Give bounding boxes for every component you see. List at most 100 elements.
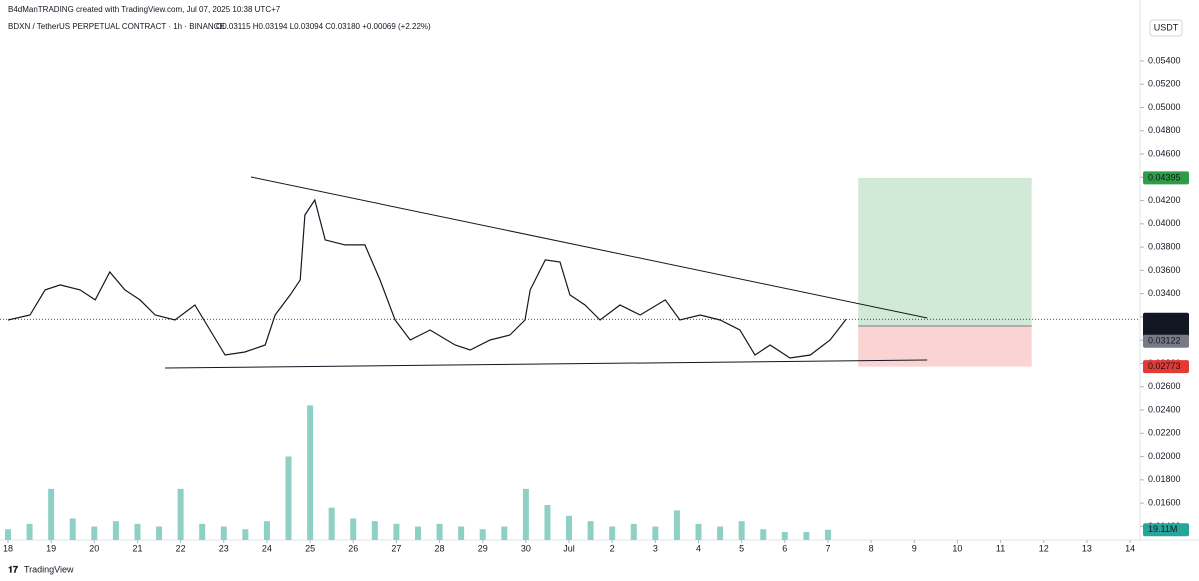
x-tick-label: 24 <box>262 543 272 553</box>
volume-bar <box>501 526 508 540</box>
x-tick-label: 4 <box>696 543 701 553</box>
x-tick-label: 9 <box>912 543 917 553</box>
volume-bar <box>587 521 594 540</box>
logo-mark: 𝟏𝟕 <box>8 564 18 574</box>
volume-bar <box>220 526 227 540</box>
volume-bar <box>112 521 119 540</box>
x-tick-label: 10 <box>952 543 962 553</box>
y-tick-label: 0.03400 <box>1148 288 1181 298</box>
volume-bar <box>566 515 573 540</box>
loss-zone <box>858 326 1032 367</box>
countdown: 21:42 <box>1148 324 1171 334</box>
volume-bar <box>630 523 637 540</box>
volume-bar <box>414 526 421 540</box>
volume-bar <box>695 523 702 540</box>
y-tick-label: 0.02000 <box>1148 451 1181 461</box>
x-tick-label: 8 <box>869 543 874 553</box>
entry-tag: 0.03122 <box>1148 336 1181 346</box>
volume-bar <box>522 488 529 540</box>
volume-bar <box>609 526 616 540</box>
stop-tag-bg <box>1143 360 1189 374</box>
target-tag-bg <box>1143 171 1189 185</box>
volume-bar <box>134 523 141 540</box>
volume-bar <box>760 529 767 540</box>
y-tick-label: 0.03800 <box>1148 241 1181 251</box>
x-tick-label: 28 <box>435 543 445 553</box>
x-tick-label: 5 <box>739 543 744 553</box>
volume-bar <box>393 523 400 540</box>
volume-bar <box>717 526 724 540</box>
x-tick-label: 26 <box>348 543 358 553</box>
currency-box[interactable] <box>1149 19 1183 37</box>
x-tick-label: 3 <box>653 543 658 553</box>
x-tick-label: 6 <box>782 543 787 553</box>
x-tick-label: 7 <box>825 543 830 553</box>
trendline <box>250 176 928 319</box>
last-price-tag: 0.03180 <box>1148 314 1181 324</box>
volume-bar <box>371 521 378 540</box>
x-tick-label: 25 <box>305 543 315 553</box>
volume-bar <box>199 523 206 540</box>
stop-tag: 0.02773 <box>1148 361 1181 371</box>
volume-bar <box>781 531 788 540</box>
y-tick-label: 0.01600 <box>1148 497 1181 507</box>
profit-zone <box>858 177 1032 327</box>
volume-bar <box>242 529 249 540</box>
volume-bar <box>48 488 55 540</box>
volume-bar <box>803 531 810 540</box>
volume-bar <box>307 405 314 540</box>
y-tick-label: 0.01800 <box>1148 474 1181 484</box>
x-tick-label: 27 <box>391 543 401 553</box>
volume-bar <box>156 526 163 540</box>
volume-bar <box>738 521 745 540</box>
volume-bar <box>824 529 831 540</box>
y-tick-label: 0.02200 <box>1148 428 1181 438</box>
volume-tag-bg <box>1143 523 1189 537</box>
footer: TradingView <box>24 564 74 574</box>
currency: USDT <box>1154 22 1179 32</box>
volume-bar <box>652 526 659 540</box>
x-tick-label: 23 <box>219 543 229 553</box>
x-tick-label: 12 <box>1039 543 1049 553</box>
volume-bar <box>544 505 551 540</box>
last-price-tag-bg <box>1143 312 1189 337</box>
x-tick-label: 18 <box>3 543 13 553</box>
x-tick-label: 22 <box>176 543 186 553</box>
x-tick-label: 21 <box>132 543 142 553</box>
volume-bar <box>436 523 443 540</box>
volume-bar <box>458 526 465 540</box>
attribution: B4dManTRADING created with TradingView.c… <box>8 5 281 14</box>
volume-bar <box>69 518 76 540</box>
y-tick-label: 0.03600 <box>1148 265 1181 275</box>
x-tick-label: 2 <box>610 543 615 553</box>
volume-bar <box>263 521 270 540</box>
volume-bar <box>91 526 98 540</box>
y-tick-label: 0.04800 <box>1148 125 1181 135</box>
volume-bar <box>285 456 292 540</box>
x-tick-label: 14 <box>1125 543 1135 553</box>
y-tick-label: 0.05200 <box>1148 79 1181 89</box>
price-line <box>7 198 847 359</box>
y-tick-label: 0.04000 <box>1148 218 1181 228</box>
x-tick-label: 11 <box>996 543 1005 553</box>
volume-bar <box>4 529 11 540</box>
y-tick-label: 0.05000 <box>1148 102 1181 112</box>
volume-bar <box>350 518 357 540</box>
x-tick-label: 30 <box>521 543 531 553</box>
trendline <box>165 359 928 369</box>
y-tick-label: 0.04200 <box>1148 195 1181 205</box>
y-tick-label: 0.04600 <box>1148 148 1181 158</box>
x-tick-label: 13 <box>1082 543 1092 553</box>
ohlc: O0.03115 H0.03194 L0.03094 C0.03180 +0.0… <box>216 22 431 31</box>
volume-bar <box>26 523 33 540</box>
volume-tag: 19.11M <box>1148 524 1177 534</box>
x-tick-label: 29 <box>478 543 488 553</box>
volume-bar <box>479 529 486 540</box>
y-tick-label: 0.05400 <box>1148 55 1181 65</box>
x-tick-label: 20 <box>89 543 99 553</box>
volume-bar <box>673 510 680 540</box>
volume-bar <box>328 507 335 540</box>
x-tick-label: 19 <box>46 543 56 553</box>
